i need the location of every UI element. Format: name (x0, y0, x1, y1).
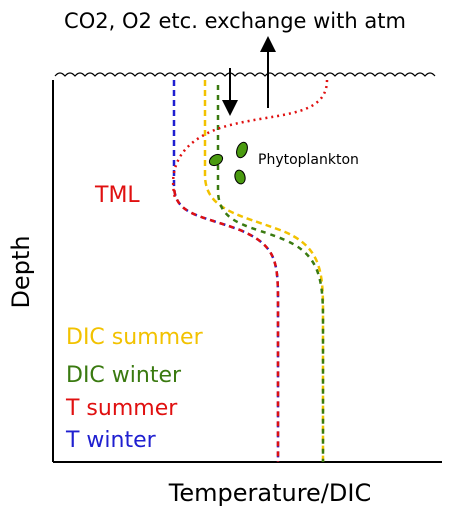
phytoplankton-label: Phytoplankton (258, 152, 359, 168)
dic-summer-curve (203, 80, 325, 462)
legend-entry: DIC summer (66, 325, 204, 350)
tml-label: TML (94, 183, 140, 208)
y-axis-label: Depth (7, 235, 35, 308)
t-winter-curve (172, 80, 280, 462)
surface (54, 72, 436, 77)
legend-entry: DIC winter (66, 363, 182, 388)
legend-entry: T winter (65, 428, 157, 453)
t-summer-curve (172, 184, 280, 462)
tml-curve (171, 79, 329, 199)
title: CO2, O2 etc. exchange with atm (64, 9, 406, 33)
legend-entry: T summer (65, 396, 178, 421)
x-axis-label: Temperature/DIC (168, 479, 371, 507)
phytoplankton-icons (208, 141, 248, 185)
dic-winter-curve (216, 80, 325, 462)
